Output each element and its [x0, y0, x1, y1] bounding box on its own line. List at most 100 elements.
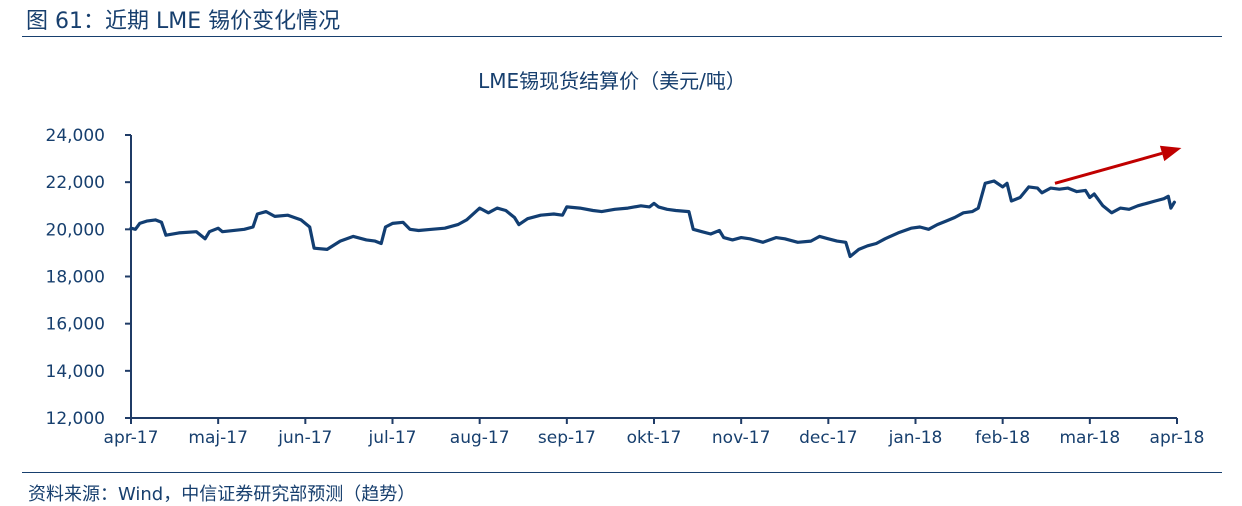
data-point — [857, 248, 860, 251]
data-point — [600, 210, 603, 213]
data-point — [796, 241, 799, 244]
x-tick-label: maj-17 — [188, 428, 247, 448]
data-point — [325, 248, 329, 251]
chart-area: LME锡现货结算价（美元/吨） 12,000 14,000 16,000 18,000… — [0, 40, 1242, 470]
data-point — [1049, 186, 1052, 190]
y-tick-label: 22,000 — [46, 173, 105, 193]
data-point — [953, 216, 956, 219]
data-point — [408, 228, 412, 231]
data-point — [783, 237, 786, 240]
data-point — [984, 182, 987, 185]
data-point — [273, 215, 276, 218]
y-tick-label: 20,000 — [46, 220, 105, 240]
data-point — [992, 179, 996, 183]
data-point — [495, 206, 499, 210]
data-point — [709, 232, 712, 236]
data-point — [256, 212, 259, 216]
data-point — [718, 229, 721, 232]
data-point — [1040, 191, 1044, 194]
data-point — [909, 227, 913, 230]
data-point — [1167, 195, 1170, 198]
trend-arrow-head — [1159, 145, 1182, 162]
data-point — [487, 211, 490, 214]
data-point — [312, 247, 316, 250]
data-point — [1145, 202, 1148, 205]
data-point — [692, 228, 695, 231]
data-point — [177, 231, 181, 235]
data-point — [264, 210, 268, 213]
data-point — [613, 208, 616, 211]
y-tick-label: 18,000 — [46, 268, 105, 288]
x-tick-label: apr-18 — [1150, 428, 1205, 448]
data-point — [552, 212, 555, 216]
data-point — [145, 219, 148, 223]
data-point — [977, 206, 980, 210]
data-point — [417, 229, 420, 232]
data-point — [380, 242, 383, 245]
data-point — [526, 217, 529, 220]
data-point — [504, 209, 507, 212]
data-point — [657, 205, 660, 209]
data-point — [339, 239, 342, 243]
data-point — [818, 235, 821, 238]
x-tick-label: apr-17 — [104, 428, 159, 448]
data-point — [1093, 192, 1096, 196]
y-tick-label: 24,000 — [46, 126, 105, 146]
data-point — [391, 222, 394, 225]
series-line — [129, 179, 1177, 259]
data-point — [1018, 196, 1022, 199]
data-point — [365, 238, 368, 242]
y-tick-label: 16,000 — [46, 315, 105, 335]
figure-header: 图 61：近期 LME 锡价变化情况 — [22, 0, 1222, 37]
data-point — [809, 239, 813, 243]
data-point — [722, 236, 725, 239]
x-tick-label: aug-17 — [450, 428, 510, 448]
data-point — [401, 221, 405, 224]
y-tick-label: 14,000 — [46, 362, 105, 382]
data-point — [731, 238, 734, 242]
x-tick-label: nov-17 — [712, 428, 771, 448]
data-point — [217, 227, 220, 230]
data-point — [1001, 185, 1004, 189]
data-point — [539, 214, 542, 217]
data-point — [561, 214, 564, 217]
data-point — [1027, 185, 1031, 189]
data-point — [665, 208, 669, 211]
data-point — [1058, 188, 1061, 191]
x-tick-label: sep-17 — [538, 428, 596, 448]
data-point — [774, 236, 778, 239]
trend-arrow-shaft — [1054, 151, 1163, 185]
data-point — [687, 210, 691, 213]
data-point — [1005, 182, 1009, 185]
data-point — [154, 218, 157, 222]
data-point — [927, 228, 930, 231]
data-point — [443, 227, 446, 230]
data-point — [652, 202, 656, 205]
data-point — [195, 230, 198, 233]
data-point — [1136, 204, 1140, 207]
data-point — [1110, 211, 1113, 214]
data-point — [384, 225, 387, 229]
x-tick-label: mar-18 — [1060, 428, 1121, 448]
x-tick-label: okt-17 — [627, 428, 682, 448]
data-point — [971, 210, 974, 213]
x-tick-label: feb-18 — [975, 428, 1030, 448]
data-point — [875, 242, 878, 245]
axes: 12,000 14,000 16,000 18,000 20,000 22,000 24,0… — [46, 126, 1205, 448]
data-point — [1169, 206, 1173, 210]
x-tick-label: jun-17 — [277, 428, 332, 448]
data-point — [936, 223, 939, 226]
x-tick-label: jan-18 — [888, 428, 943, 448]
data-point — [1010, 199, 1013, 203]
data-point — [848, 255, 852, 258]
source-note: 资料来源：Wind，中信证券研究部预测（趋势） — [28, 484, 416, 505]
data-point — [1084, 189, 1087, 192]
data-point — [1036, 186, 1039, 190]
data-point — [129, 227, 133, 230]
data-point — [456, 223, 460, 226]
data-point — [465, 218, 468, 222]
figure-label: 图 61：近期 LME 锡价变化情况 — [26, 9, 341, 34]
data-point — [203, 237, 207, 240]
y-tick-label: 12,000 — [46, 409, 105, 429]
data-point — [1075, 190, 1079, 193]
